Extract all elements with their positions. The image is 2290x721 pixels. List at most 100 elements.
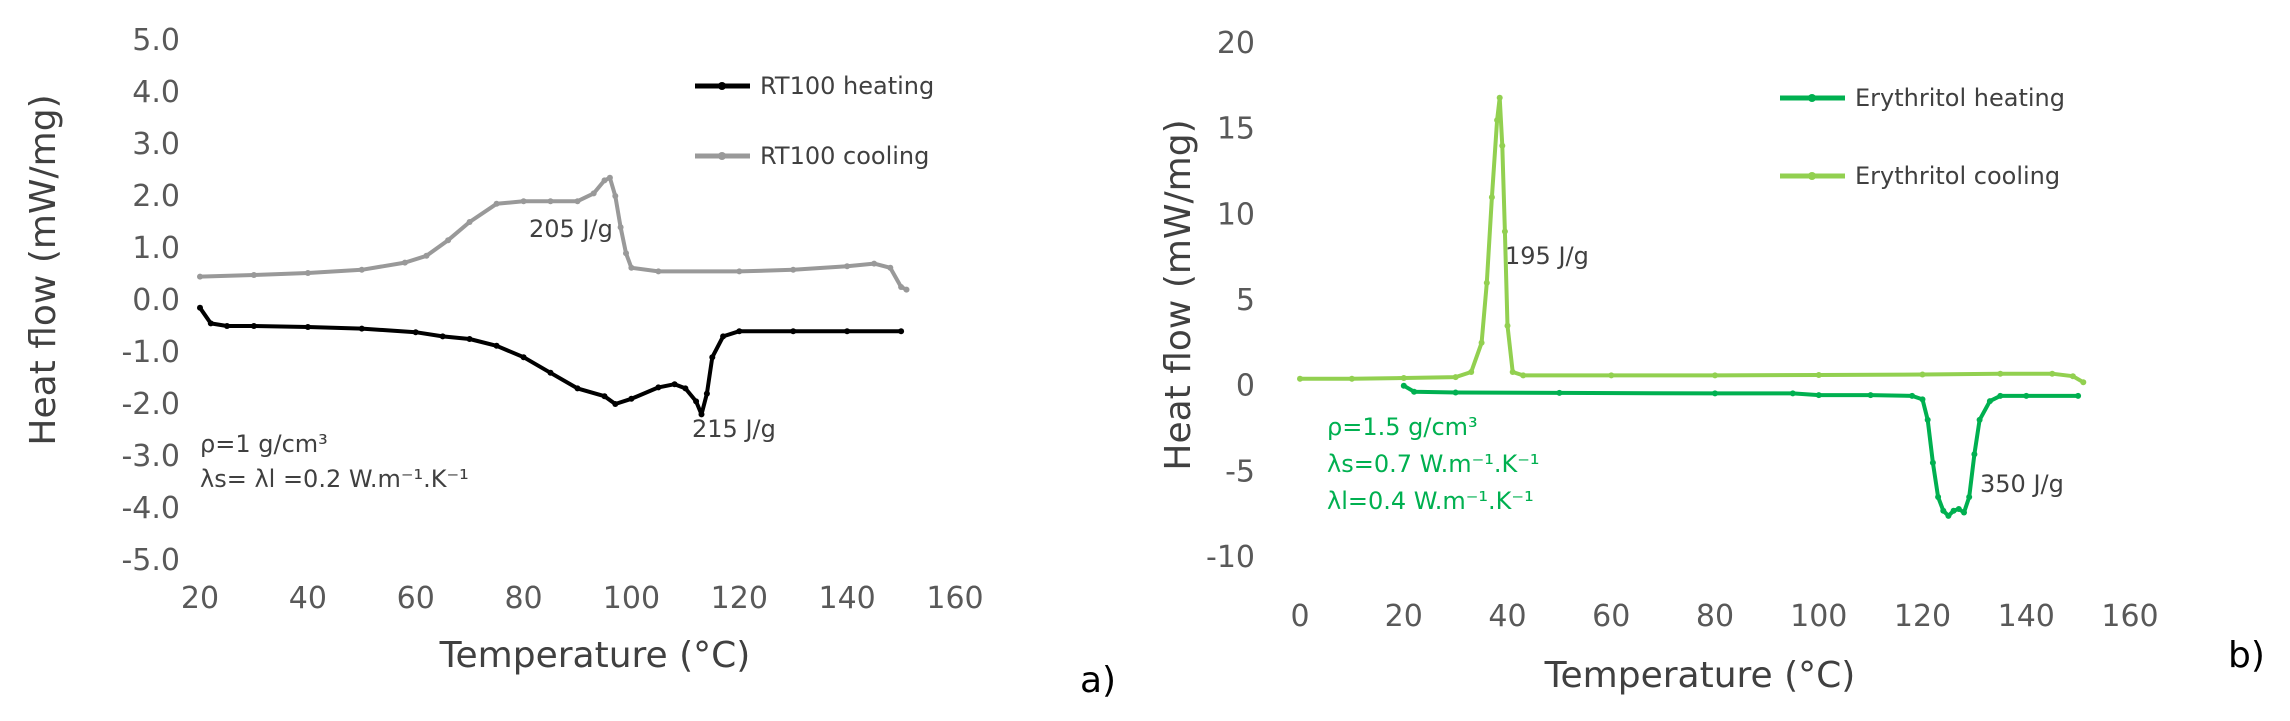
data-point bbox=[1971, 451, 1978, 458]
series-line bbox=[1300, 95, 2085, 384]
data-point bbox=[623, 250, 629, 257]
panel-a-label: a) bbox=[1080, 660, 1116, 701]
data-point bbox=[520, 198, 527, 205]
data-point bbox=[1867, 392, 1874, 399]
y-tick-label: 1.0 bbox=[132, 231, 180, 266]
data-point bbox=[1945, 512, 1952, 519]
y-tick-label: 15 bbox=[1217, 112, 1255, 147]
y-tick-label: -5.0 bbox=[121, 543, 180, 578]
data-point bbox=[1919, 371, 1926, 378]
data-point bbox=[304, 324, 311, 330]
data-point bbox=[1955, 506, 1962, 512]
x-tick-label: 20 bbox=[181, 581, 219, 616]
data-point bbox=[887, 264, 894, 271]
data-point bbox=[590, 190, 597, 197]
legend-dot-rt100-heating bbox=[718, 82, 726, 90]
data-point bbox=[709, 354, 716, 361]
data-point bbox=[1909, 392, 1916, 399]
panel-b-property-density: ρ=1.5 g/cm³ bbox=[1327, 413, 1478, 441]
data-point bbox=[1950, 507, 1957, 514]
y-tick-label: 0 bbox=[1236, 369, 1255, 404]
data-point bbox=[612, 193, 619, 199]
y-tick-label: -2.0 bbox=[121, 387, 180, 422]
data-point bbox=[207, 320, 214, 327]
data-point bbox=[903, 286, 910, 293]
panel-a-annotation-205: 205 J/g bbox=[529, 215, 613, 243]
data-point bbox=[844, 263, 851, 270]
data-point bbox=[439, 333, 446, 340]
data-point bbox=[197, 304, 203, 311]
data-point bbox=[1986, 398, 1993, 405]
y-tick-label: -1.0 bbox=[121, 335, 180, 370]
data-point bbox=[423, 252, 430, 259]
panel-b-x-ticks: 0 20 40 60 80 100 120 140 160 bbox=[1290, 599, 2158, 634]
legend-label-erythritol-cooling: Erythritol cooling bbox=[1855, 162, 2060, 190]
x-tick-label: 0 bbox=[1290, 599, 1309, 634]
data-point bbox=[1501, 228, 1508, 235]
data-point bbox=[1556, 389, 1563, 396]
y-tick-label: 20 bbox=[1217, 26, 1255, 61]
data-point bbox=[1940, 507, 1947, 514]
legend-dot-erythritol-heating bbox=[1808, 94, 1816, 102]
data-point bbox=[1961, 509, 1967, 516]
data-point bbox=[1400, 382, 1407, 389]
panel-a-property-density: ρ=1 g/cm³ bbox=[200, 430, 328, 458]
data-point bbox=[1966, 494, 1973, 500]
data-point bbox=[1348, 375, 1355, 382]
x-tick-label: 100 bbox=[1790, 599, 1847, 634]
data-point bbox=[844, 328, 851, 335]
x-tick-label: 160 bbox=[926, 581, 983, 616]
data-point bbox=[1297, 375, 1303, 382]
data-point bbox=[250, 272, 257, 278]
data-point bbox=[1712, 390, 1718, 397]
data-point bbox=[493, 200, 500, 207]
data-point bbox=[1483, 279, 1490, 286]
panel-b-property-solid-conductivity: λs=0.7 W.m⁻¹.K⁻¹ bbox=[1327, 450, 1540, 478]
y-tick-label: 0.0 bbox=[132, 283, 180, 318]
data-point bbox=[1712, 372, 1718, 379]
x-tick-label: 60 bbox=[397, 581, 435, 616]
data-point bbox=[1929, 459, 1936, 466]
data-point bbox=[1496, 94, 1503, 101]
data-point bbox=[1815, 392, 1822, 399]
legend-dot-rt100-cooling bbox=[718, 152, 726, 160]
data-point bbox=[736, 328, 743, 335]
data-point bbox=[1997, 392, 2004, 399]
data-point bbox=[1608, 372, 1615, 379]
y-tick-label: 5.0 bbox=[132, 23, 180, 58]
data-point bbox=[871, 260, 878, 267]
x-tick-label: 100 bbox=[603, 581, 660, 616]
data-point bbox=[682, 385, 689, 392]
y-tick-label: 10 bbox=[1217, 197, 1255, 232]
data-point bbox=[736, 268, 743, 275]
x-tick-label: 160 bbox=[2101, 599, 2158, 634]
data-point bbox=[493, 342, 500, 349]
data-point bbox=[628, 395, 635, 402]
data-point bbox=[1976, 416, 1983, 423]
data-point bbox=[1935, 494, 1942, 500]
panel-b-legend: Erythritol heating Erythritol cooling bbox=[1780, 84, 2065, 190]
data-point bbox=[698, 411, 705, 418]
data-point bbox=[224, 323, 230, 329]
data-point bbox=[1478, 339, 1485, 346]
data-point bbox=[617, 224, 624, 231]
data-point bbox=[655, 384, 662, 391]
x-tick-label: 140 bbox=[1998, 599, 2055, 634]
x-tick-label: 20 bbox=[1385, 599, 1423, 634]
data-point bbox=[2049, 370, 2056, 377]
data-point bbox=[1468, 369, 1475, 375]
data-point bbox=[1400, 375, 1407, 381]
panel-a-x-ticks: 20 40 60 80 100 120 140 160 bbox=[181, 581, 984, 616]
data-point bbox=[547, 198, 554, 205]
panel-a-property-conductivity: λs= λl =0.2 W.m⁻¹.K⁻¹ bbox=[200, 465, 469, 493]
y-tick-label: -5 bbox=[1225, 454, 1255, 489]
data-point bbox=[790, 328, 797, 335]
data-point bbox=[1520, 372, 1527, 379]
data-point bbox=[671, 381, 678, 388]
data-point bbox=[445, 237, 452, 244]
data-point bbox=[520, 354, 527, 361]
data-point bbox=[2075, 392, 2082, 399]
data-point bbox=[547, 369, 554, 376]
x-tick-label: 40 bbox=[1488, 599, 1526, 634]
